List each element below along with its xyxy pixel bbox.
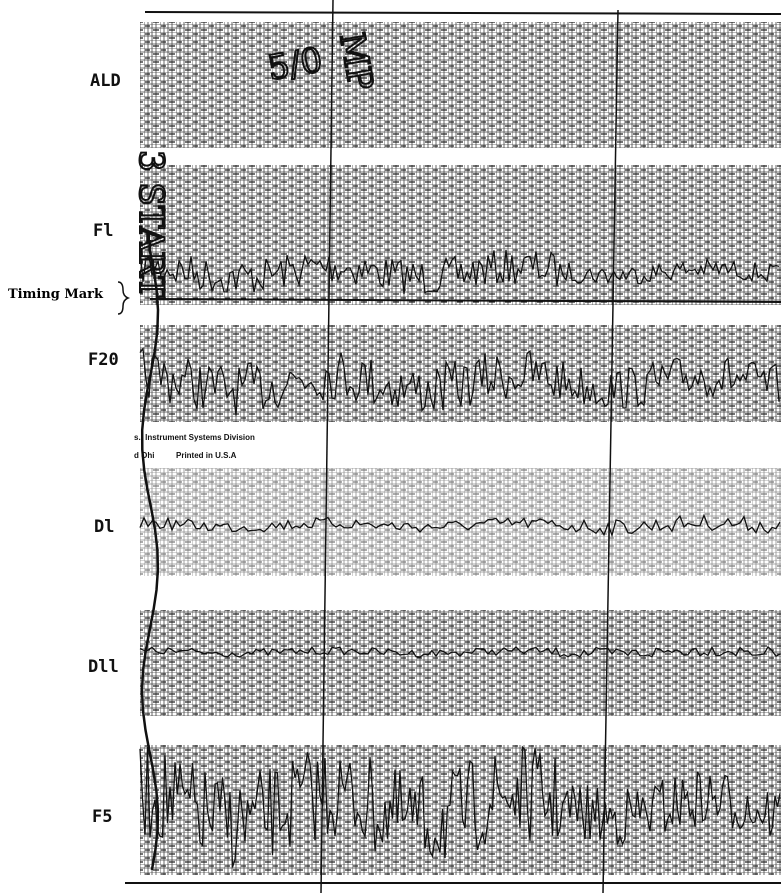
channel-label: Dll (88, 657, 119, 677)
printed-text: d Ohi (134, 451, 154, 460)
channel-label: Fl (93, 221, 113, 241)
trace (139, 645, 781, 658)
printed-text: Printed in U.S.A (176, 451, 237, 460)
trace (139, 248, 780, 295)
trace (139, 745, 781, 868)
channel-label: F5 (92, 807, 112, 827)
timing-label: Timing Mark (8, 287, 104, 302)
channel-label: F20 (88, 350, 119, 370)
trace (139, 346, 780, 416)
traces (139, 239, 781, 871)
channel-label: Dl (94, 517, 114, 537)
grid-bands (125, 0, 781, 893)
brace (117, 281, 131, 315)
printed-text: s., Instrument Systems Division (134, 433, 255, 442)
trace (139, 513, 781, 538)
hand-line (140, 239, 160, 871)
handwriting: 3 START (131, 150, 171, 299)
channel-label: ALD (90, 71, 121, 91)
